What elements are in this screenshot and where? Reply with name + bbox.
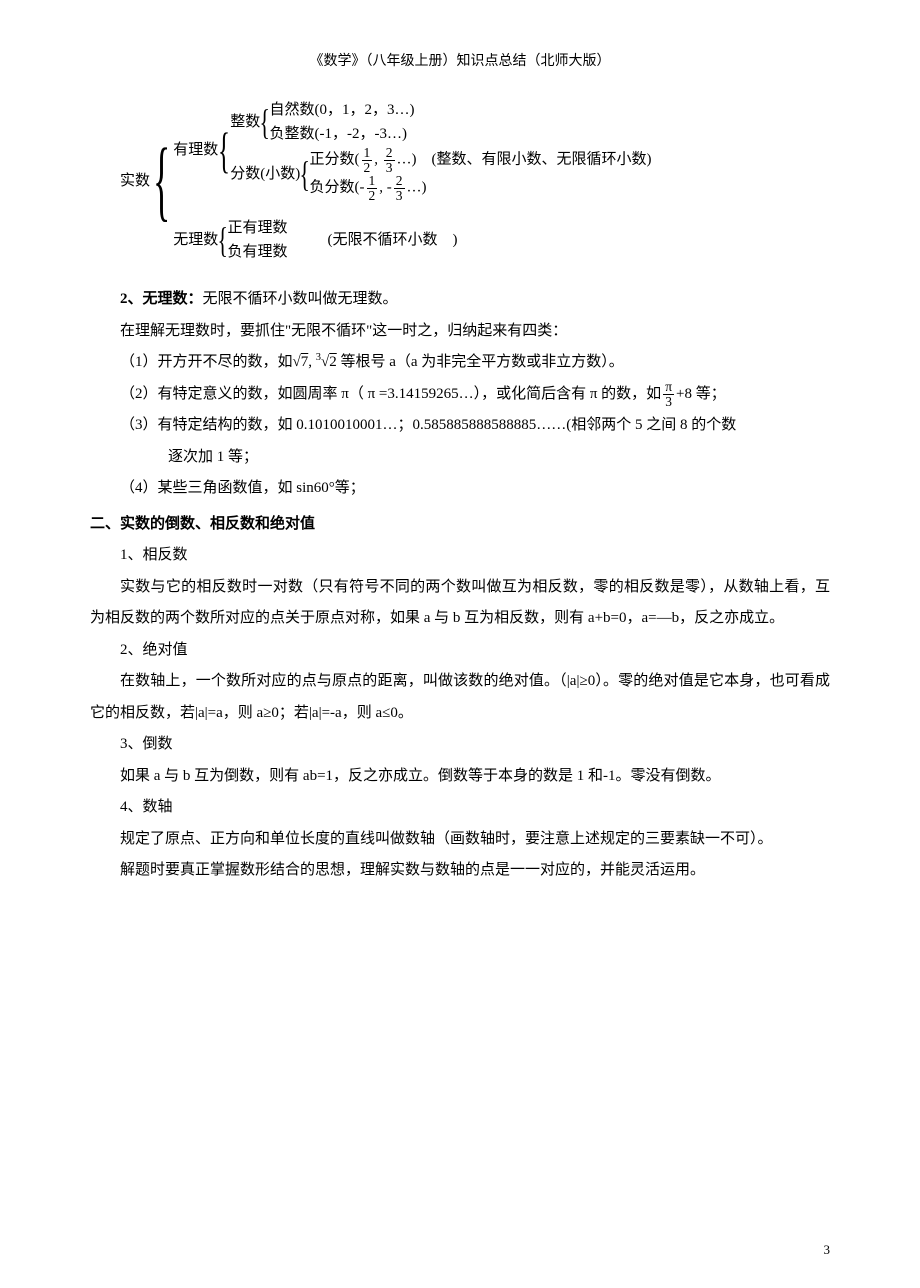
denominator: 3 [663,395,674,409]
label-irrational: 无理数 [173,228,218,252]
text-bold: 2、无理数： [120,291,203,307]
numberline-paragraph-2: 解题时要真正掌握数形结合的思想，理解实数与数轴的点是一一对应的，并能灵活运用。 [90,855,830,887]
fraction-pi-3: π3 [663,380,674,408]
brace-icon: { [218,224,228,256]
text: …) (整数、有限小数、无限循环小数) [397,151,652,167]
fraction: 12 [362,146,373,174]
section-2-heading: 二、实数的倒数、相反数和绝对值 [90,509,830,541]
brace-icon: { [300,158,310,190]
brace-icon: { [153,145,170,217]
negative-integers: 负整数(-1，-2，-3…) [270,122,415,146]
negative-irrational: 负有理数 [228,240,288,264]
irrational-type-4: （4）某些三角函数值，如 sin60°等； [90,473,830,505]
text: +8 等； [676,386,726,402]
fraction: 12 [367,174,378,202]
numerator: π [663,380,674,395]
text: …) [407,179,427,195]
text: （1）开方开不尽的数，如 [120,354,293,370]
opposite-paragraph: 实数与它的相反数时一对数（只有符号不同的两个数叫做互为相反数，零的相反数是零），… [90,572,830,635]
subsection-numberline: 4、数轴 [90,792,830,824]
irrational-definition: 2、无理数：无限不循环小数叫做无理数。 [90,284,830,316]
subsection-absolute: 2、绝对值 [90,635,830,667]
numberline-paragraph-1: 规定了原点、正方向和单位长度的直线叫做数轴（画数轴时，要注意上述规定的三要素缺一… [90,824,830,856]
subsection-opposite: 1、相反数 [90,540,830,572]
negative-fractions: 负分数(-12, -23…) [310,174,652,202]
subsection-reciprocal: 3、倒数 [90,729,830,761]
absolute-paragraph: 在数轴上，一个数所对应的点与原点的距离，叫做该数的绝对值。（|a|≥0）。零的绝… [90,666,830,729]
text: 等根号 a（a 为非完全平方数或非立方数）。 [340,354,623,370]
irrational-type-1: （1）开方开不尽的数，如√7, 3√2 等根号 a（a 为非完全平方数或非立方数… [90,347,830,379]
denominator: 3 [384,161,395,175]
irrational-type-3b: 逐次加 1 等； [90,442,830,474]
text: 正分数( [310,151,360,167]
label-rational: 有理数 [173,138,218,162]
irrational-note: (无限不循环小数 ) [328,228,458,252]
page-header: 《数学》（八年级上册）知识点总结（北师大版） [90,50,830,70]
cbrt-2: 2 [329,354,337,370]
real-number-classification: 实数 { 有理数 { 整数 { 自然数(0，1，2，3…) 负整数(-1， [120,98,830,264]
brace-icon: { [260,106,270,138]
page-number: 3 [824,1242,831,1258]
fraction: 23 [394,174,405,202]
fraction: 23 [384,146,395,174]
sqrt-7: 7 [301,354,309,370]
brace-icon: { [218,128,230,173]
irrational-intro: 在理解无理数时，要抓住"无限不循环"这一时之，归纳起来有四类： [90,316,830,348]
irrational-type-2: （2）有特定意义的数，如圆周率 π（ π =3.14159265…），或化简后含… [90,379,830,411]
reciprocal-paragraph: 如果 a 与 b 互为倒数，则有 ab=1，反之亦成立。倒数等于本身的数是 1 … [90,761,830,793]
positive-irrational: 正有理数 [228,216,288,240]
label-integer: 整数 [230,110,260,134]
numerator: 2 [394,174,405,189]
numerator: 1 [367,174,378,189]
positive-fractions: 正分数(12, 23…) (整数、有限小数、无限循环小数) [310,146,652,174]
denominator: 3 [394,189,405,203]
numerator: 2 [384,146,395,161]
text: 无限不循环小数叫做无理数。 [203,291,398,307]
irrational-type-3: （3）有特定结构的数，如 0.1010010001…；0.58588588858… [90,410,830,442]
numerator: 1 [362,146,373,161]
text: （2）有特定意义的数，如圆周率 π（ π =3.14159265…），或化简后含… [120,386,661,402]
label-real: 实数 [120,169,150,193]
denominator: 2 [367,189,378,203]
label-fraction: 分数(小数) [230,162,300,186]
natural-numbers: 自然数(0，1，2，3…) [270,98,415,122]
denominator: 2 [362,161,373,175]
text: 负分数(- [310,179,365,195]
